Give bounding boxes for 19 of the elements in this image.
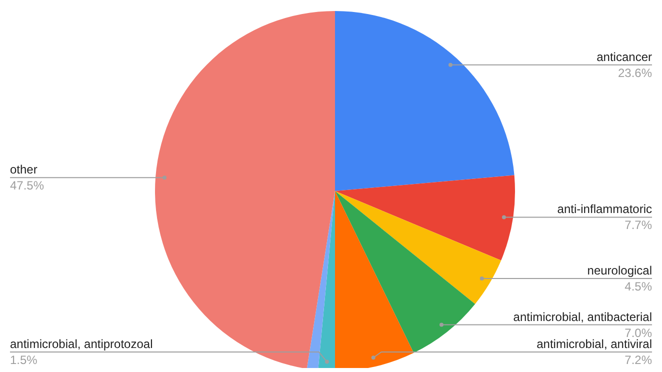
pie-slice [335,191,502,304]
pie-slice [335,11,514,191]
data-label: 4.5% [624,280,652,294]
slice-label: antimicrobial, antiviral [536,337,652,351]
data-label: 7.7% [624,218,652,232]
slice-label: anticancer [596,50,652,64]
pie-slice [155,11,335,368]
pie-slice [335,191,476,353]
data-label: 7.2% [624,353,652,367]
pie-slice [335,175,515,260]
slice-label: antimicrobial, antiprotozoal [10,337,153,351]
data-label: 7.0% [624,326,652,340]
slice-label: antimicrobial, antibacterial [513,310,652,324]
slice-label: neurological [587,264,652,278]
data-label: 23.6% [618,66,652,80]
data-label: 47.5% [10,178,44,193]
slice-label: other [10,162,38,177]
data-label: 1.5% [10,353,38,367]
slice-label: anti-inflammatoric [557,202,652,216]
